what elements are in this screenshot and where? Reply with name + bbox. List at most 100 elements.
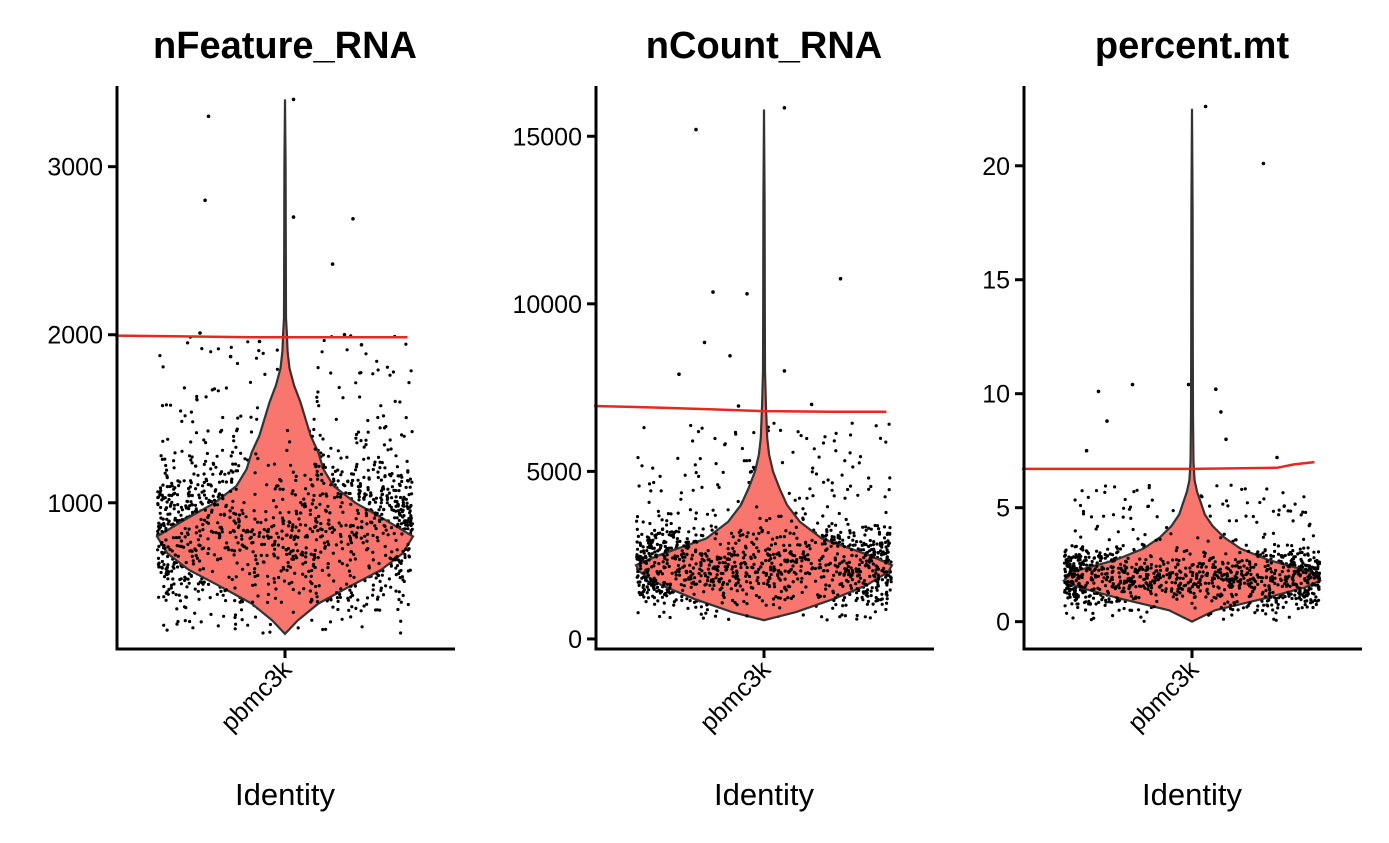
data-point — [768, 516, 772, 521]
data-point — [678, 539, 682, 544]
data-point — [160, 457, 164, 461]
data-point — [326, 540, 330, 544]
data-point — [742, 560, 747, 565]
data-point — [401, 503, 406, 507]
data-point — [217, 480, 222, 484]
data-point — [834, 431, 838, 435]
data-point — [739, 562, 743, 566]
data-point — [400, 475, 404, 479]
data-point — [866, 599, 871, 604]
data-point — [186, 341, 190, 345]
data-point — [157, 527, 161, 531]
y-tick-label: 2000 — [47, 322, 103, 350]
data-point — [233, 613, 238, 617]
data-point — [331, 472, 335, 476]
data-point — [1305, 599, 1309, 603]
data-point — [697, 571, 701, 576]
data-point — [646, 596, 651, 600]
data-point — [688, 570, 693, 574]
data-point — [362, 604, 366, 608]
data-point — [385, 494, 389, 498]
data-point — [224, 386, 228, 390]
data-point — [407, 381, 411, 385]
data-point — [638, 564, 643, 568]
data-point — [190, 461, 194, 465]
data-point — [353, 584, 357, 588]
data-point — [401, 515, 405, 519]
data-point — [810, 470, 814, 474]
data-point — [688, 563, 692, 567]
data-point — [869, 594, 873, 598]
data-point — [645, 571, 649, 575]
data-point — [379, 496, 383, 500]
data-point — [192, 472, 196, 476]
data-point — [698, 567, 702, 571]
data-point — [350, 478, 354, 483]
data-point — [319, 472, 324, 476]
data-point — [160, 559, 164, 564]
data-point — [365, 602, 369, 606]
data-point — [882, 570, 886, 574]
data-point — [818, 558, 822, 562]
data-point — [198, 559, 202, 563]
data-point — [162, 595, 166, 599]
data-point — [648, 538, 652, 543]
data-point — [662, 566, 666, 570]
data-point — [180, 531, 184, 535]
data-point — [251, 528, 255, 532]
data-point — [167, 587, 171, 592]
data-point — [869, 527, 873, 531]
data-point — [314, 538, 319, 542]
data-point — [882, 536, 887, 540]
data-point — [378, 426, 382, 430]
data-point — [665, 553, 669, 557]
data-point — [178, 599, 183, 603]
data-point — [175, 607, 179, 611]
data-point — [223, 546, 227, 550]
data-point — [178, 544, 182, 548]
data-point — [848, 592, 852, 597]
data-point — [334, 543, 338, 547]
data-point — [662, 610, 666, 614]
data-point — [714, 525, 718, 529]
data-point — [188, 493, 192, 497]
data-point — [189, 481, 193, 485]
data-point — [636, 534, 641, 539]
data-point — [675, 540, 679, 544]
data-point — [642, 571, 646, 575]
data-point — [246, 340, 250, 344]
data-point — [400, 510, 404, 514]
data-point — [408, 485, 412, 489]
data-point — [719, 571, 723, 575]
data-point — [651, 585, 656, 590]
data-point — [206, 582, 211, 587]
data-point — [753, 555, 757, 559]
data-point — [166, 554, 170, 559]
data-point — [794, 525, 798, 530]
data-point — [698, 579, 702, 584]
data-point — [271, 516, 275, 520]
data-point — [887, 488, 891, 492]
data-point — [168, 493, 172, 497]
data-point — [281, 522, 285, 526]
data-point — [752, 553, 756, 557]
data-point — [372, 516, 376, 520]
data-point — [216, 347, 220, 351]
data-point — [313, 447, 317, 451]
data-point — [880, 541, 884, 545]
data-point — [771, 597, 776, 601]
data-point — [193, 587, 197, 591]
data-point — [823, 435, 827, 439]
data-point — [839, 530, 843, 535]
data-point — [373, 524, 377, 528]
data-point — [381, 414, 386, 418]
data-point — [813, 566, 818, 571]
data-point — [335, 495, 339, 499]
data-point — [745, 459, 749, 463]
data-point — [743, 544, 748, 548]
data-point — [803, 512, 807, 516]
data-point — [408, 477, 412, 481]
data-point — [280, 537, 284, 541]
data-point — [195, 509, 199, 513]
data-point — [886, 578, 890, 582]
